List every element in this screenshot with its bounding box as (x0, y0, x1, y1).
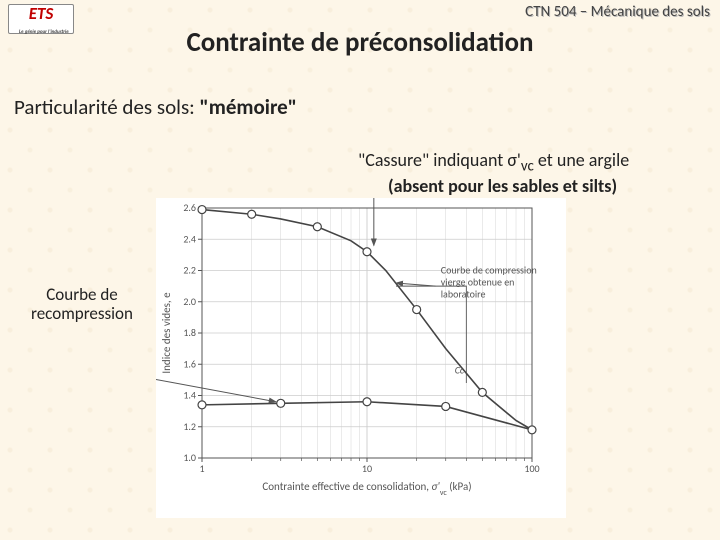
svg-text:100: 100 (524, 462, 539, 475)
svg-text:10: 10 (362, 462, 372, 475)
svg-text:2.2: 2.2 (183, 264, 196, 277)
svg-text:laboratoire: laboratoire (441, 288, 486, 301)
anno1-c: et une argile (534, 149, 629, 171)
consolidation-chart: 1.01.21.41.61.82.02.22.42.6110100CcCourb… (156, 198, 566, 518)
svg-text:1.0: 1.0 (183, 451, 196, 464)
subtitle-emph: "mémoire" (200, 94, 297, 120)
svg-text:1.4: 1.4 (183, 389, 196, 402)
anno1-line2: (absent pour les sables et silts) (358, 176, 629, 197)
page-title: Contrainte de préconsolidation (0, 26, 720, 59)
course-code: CTN 504 – Mécanique des sols (525, 3, 710, 21)
anno1-b: σ' (507, 149, 521, 171)
subtitle: Particularité des sols: "mémoire" (14, 94, 297, 120)
recompression-label: Courbe de recompression (22, 286, 142, 323)
svg-text:2.6: 2.6 (183, 201, 196, 214)
svg-text:1.2: 1.2 (183, 420, 196, 433)
logo-text: ETS (29, 3, 54, 24)
svg-text:1.6: 1.6 (183, 357, 196, 370)
anno1-sub: vc (521, 158, 534, 176)
subtitle-prefix: Particularité des sols: (14, 94, 200, 120)
break-annotation: "Cassure" indiquant σ'vc et une argile (… (358, 150, 629, 197)
svg-text:2.0: 2.0 (183, 295, 196, 308)
anno1-a: "Cassure" indiquant (358, 149, 507, 171)
svg-text:1.8: 1.8 (183, 326, 196, 339)
svg-text:Indice des vides, e: Indice des vides, e (160, 292, 173, 374)
svg-text:1: 1 (199, 462, 204, 475)
svg-text:2.4: 2.4 (183, 232, 196, 245)
